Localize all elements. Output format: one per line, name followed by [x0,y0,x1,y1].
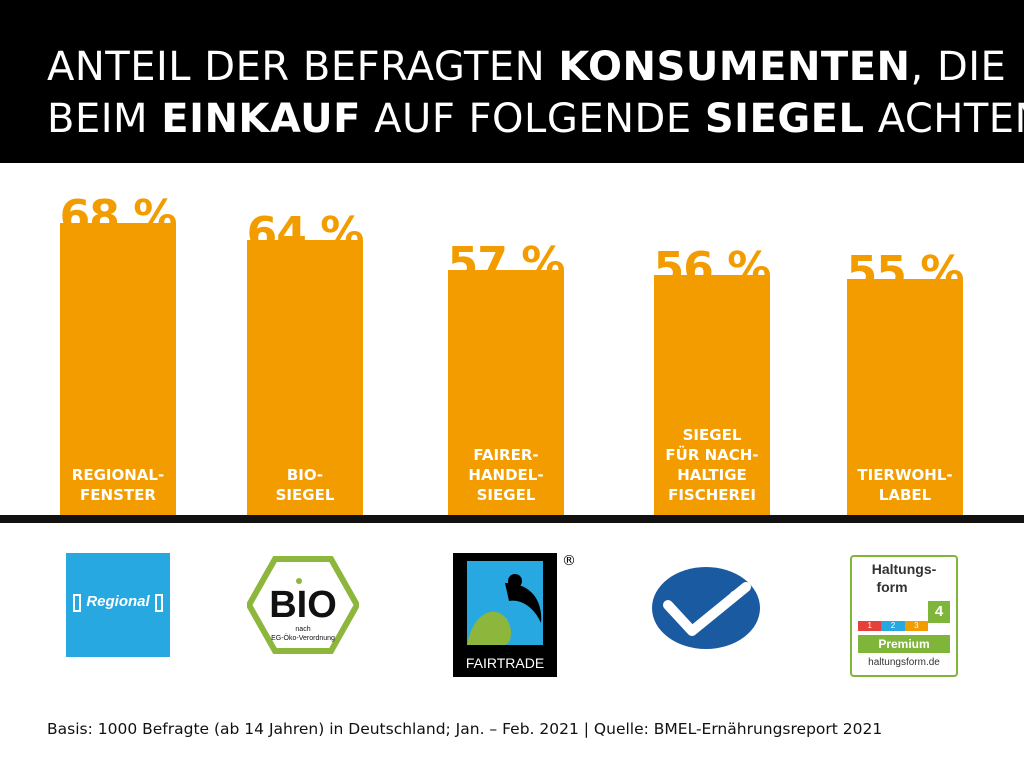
fairtrade-logo-text: FAIRTRADE [465,655,545,671]
haltungsform-step: 2 [881,621,905,631]
bar-value-label: 64 % [246,208,365,260]
title-segment: AUF FOLGENDE [360,96,705,142]
regional-window-icon [73,594,163,612]
chart-baseline [0,515,1024,523]
fairtrade-logo: FAIRTRADE [453,553,557,677]
haltungsform-url: haltungsform.de [868,657,940,668]
title-line-1: ANTEIL DER BEFRAGTEN KONSUMENTEN, DIE [47,44,1006,90]
bio-logo-subtext-1: nach [295,626,310,633]
regional-logo: Regional [66,553,170,657]
title-segment: ANTEIL DER BEFRAGTEN [47,44,559,90]
bio-logo-text: BIO [269,584,337,626]
bar-value-label: 56 % [653,242,772,294]
bar [60,223,176,515]
title-line-2: BEIM EINKAUF AUF FOLGENDE SIEGEL ACHTEN [47,96,1024,142]
title-segment: , DIE [910,44,1007,90]
haltungsform-title-1: Haltungs- [871,561,937,577]
bar-category-label: BIO- SIEGEL [275,466,335,504]
regional-logo-text: Regional [86,593,150,610]
title-segment: SIEGEL [704,96,865,142]
bio-logo-subtext-2: EG-Öko-Verordnung [271,634,335,642]
bar [847,278,963,515]
bar-category-label: FAIRER- HANDEL- SIEGEL [468,446,544,504]
bar-category-label: TIERWOHL- LABEL [857,466,953,504]
fairtrade-person-icon [467,561,543,645]
title-segment: BEIM [47,96,162,142]
haltungsform-step: 1 [858,621,882,631]
bar-value-label: 68 % [59,191,178,242]
haltungsform-level-badge: 4 [928,601,950,623]
msc-fish-checkmark-icon [652,567,760,649]
bar-value-label: 57 % [447,238,566,290]
title-segment: ACHTEN [877,96,1024,142]
bio-dot [296,578,302,584]
header-banner: ANTEIL DER BEFRAGTEN KONSUMENTEN, DIE BE… [0,0,1024,163]
bar [247,240,363,515]
title-segment: KONSUMENTEN [558,44,911,90]
bar [448,270,564,515]
title-segment: EINKAUF [161,96,361,142]
haltungsform-step: 3 [904,621,928,631]
fairtrade-registered-mark: ® [562,553,576,569]
haltungsform-title-2: form [876,579,908,595]
bar-category-label: SIEGEL FÜR NACH- HALTIGE FISCHEREI [665,426,759,504]
bar [654,274,770,515]
haltungsform-premium-label: Premium [858,635,950,653]
bio-hexagon-icon: BIO nach EG-Öko-Verordnung [247,556,359,654]
bar-category-label: REGIONAL- FENSTER [71,466,165,504]
bar-value-label: 55 % [846,246,965,298]
source-footnote: Basis: 1000 Befragte (ab 14 Jahren) in D… [47,720,883,738]
